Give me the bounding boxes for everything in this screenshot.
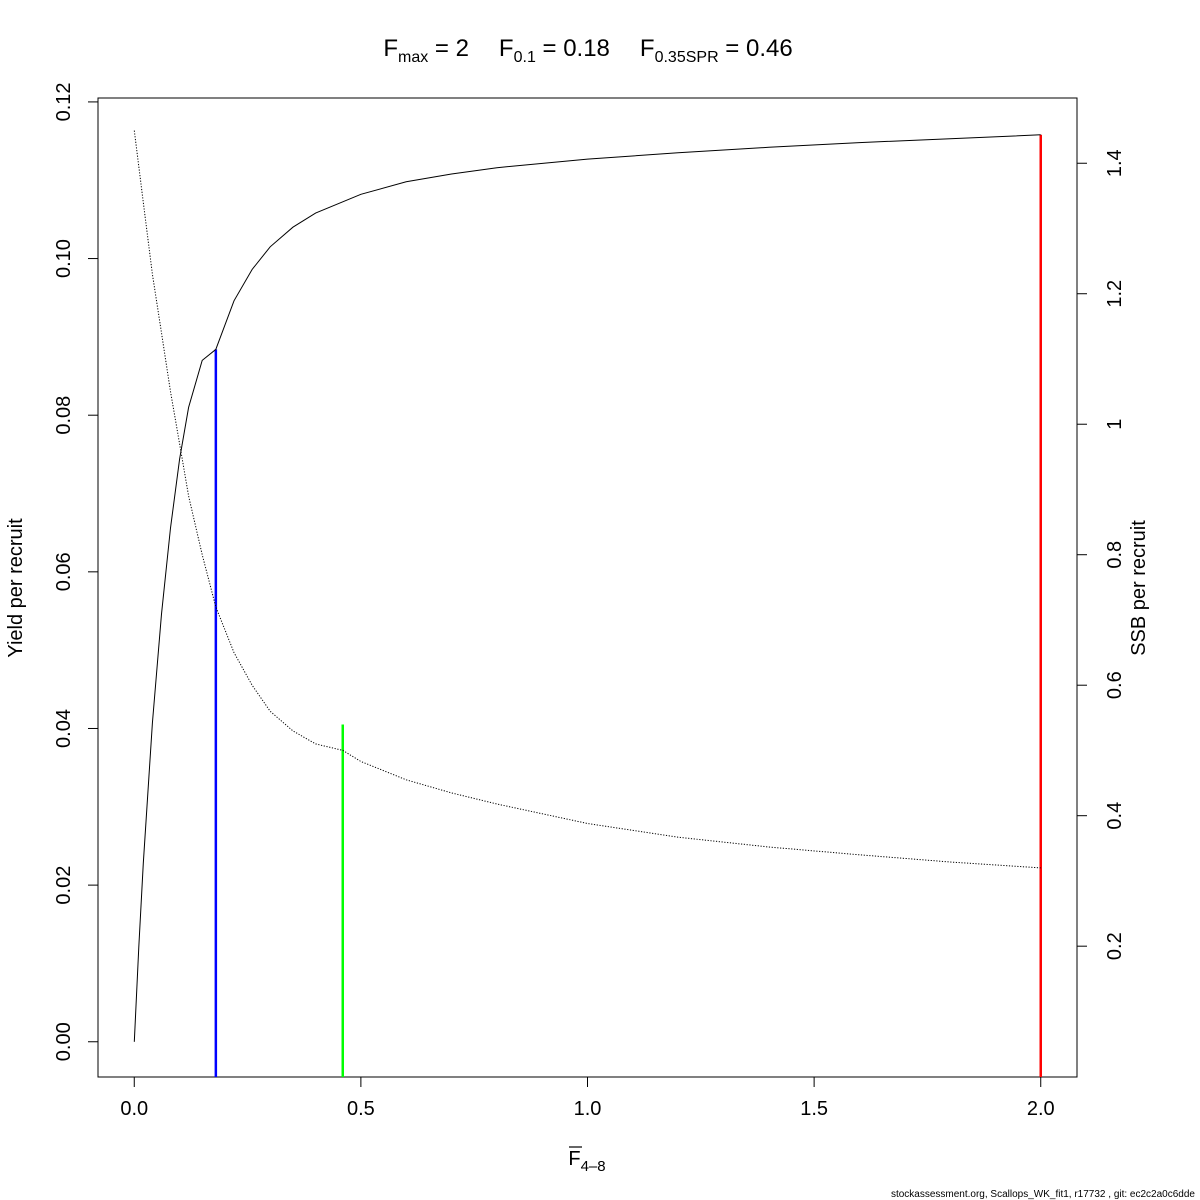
- y2-tick-label: 0.4: [1104, 802, 1126, 830]
- y-axis-right: 0.2 0.4 0.6 0.8 1 1.2 1.4: [1077, 149, 1126, 960]
- y2-tick-label: 1.2: [1104, 280, 1126, 308]
- y-tick-label: 0.02: [53, 866, 75, 905]
- title-subscript: max: [398, 49, 428, 66]
- y-tick-label: 0.10: [53, 239, 75, 278]
- plot-frame: [97, 97, 1078, 1078]
- y-tick-label: 0.08: [53, 396, 75, 435]
- y2-tick-label: 0.6: [1104, 671, 1126, 699]
- title-subscript: 0.1: [514, 49, 536, 66]
- title-symbol: F: [383, 35, 398, 62]
- x-tick-label: 1.0: [574, 1098, 602, 1120]
- series-layer: [133, 130, 1041, 1042]
- reference-lines: [214, 134, 1042, 1077]
- y2-tick-label: 0.8: [1104, 541, 1126, 569]
- chart-title: Fmax = 2 F0.1 = 0.18 F0.35SPR = 0.46: [383, 35, 792, 66]
- y2-tick-label: 1.4: [1104, 149, 1126, 177]
- yield-per-recruit-line: [133, 134, 1041, 1042]
- title-symbol: F: [499, 35, 514, 62]
- ssb-per-recruit-line: [133, 130, 1041, 869]
- y-tick-label: 0.06: [53, 552, 75, 591]
- x-title-symbol: F: [568, 1148, 580, 1170]
- title-subscript: 0.35SPR: [655, 49, 719, 66]
- title-symbol: F: [640, 35, 655, 62]
- y-axis-title: Yield per recruit: [5, 518, 27, 658]
- title-value: = 0.46: [719, 35, 793, 62]
- footer-caption: stockassessment.org, Scallops_WK_fit1, r…: [891, 1189, 1195, 1200]
- y2-axis-title: SSB per recruit: [1128, 520, 1150, 656]
- y-tick-label: 0.04: [53, 709, 75, 748]
- x-axis-title: F4–8: [568, 1148, 605, 1175]
- x-tick-label: 0.5: [347, 1098, 375, 1120]
- y-axis-left: 0.00 0.02 0.04 0.06 0.08 0.10 0.12: [53, 82, 98, 1061]
- y2-tick-label: 1: [1104, 419, 1126, 430]
- title-value: = 0.18: [536, 35, 610, 62]
- title-value: = 2: [428, 35, 469, 62]
- x-tick-label: 1.5: [800, 1098, 828, 1120]
- y-tick-label: 0.00: [53, 1022, 75, 1061]
- x-tick-label: 0.0: [120, 1098, 148, 1120]
- x-tick-label: 2.0: [1027, 1098, 1055, 1120]
- x-axis: 0.0 0.5 1.0 1.5 2.0: [120, 1077, 1055, 1120]
- y-tick-label: 0.12: [53, 82, 75, 121]
- x-title-subscript: 4–8: [581, 1158, 606, 1175]
- y2-tick-label: 0.2: [1104, 932, 1126, 960]
